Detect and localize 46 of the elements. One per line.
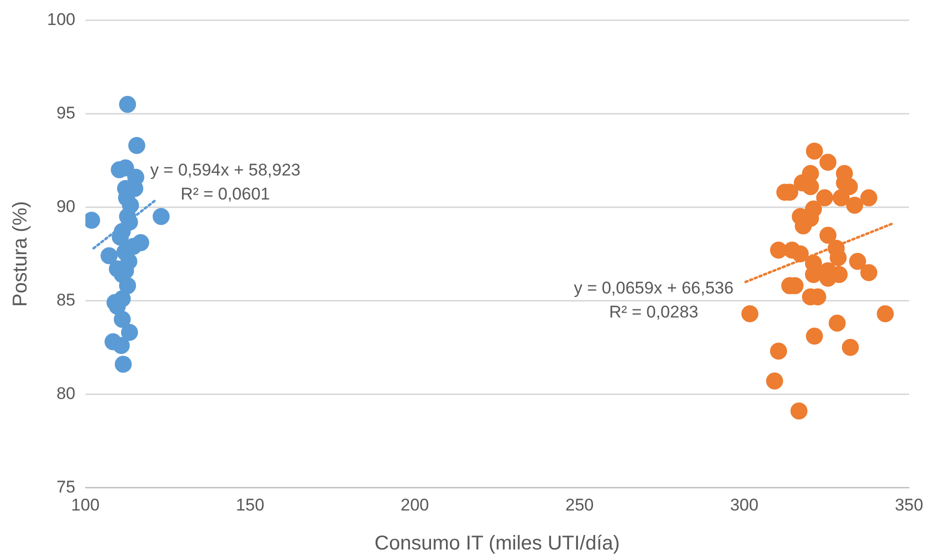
y-tick-label: 75: [56, 477, 76, 496]
point: [849, 252, 866, 270]
annotation: y = 0,594x + 58,923: [150, 160, 300, 180]
y-tick-label: 80: [56, 384, 76, 403]
point: [114, 310, 131, 328]
point: [860, 189, 878, 206]
annotation: y = 0,0659x + 66,536: [574, 278, 734, 298]
x-tick-label: 100: [71, 495, 100, 514]
x-axis-title: Consumo IT (miles UTI/día): [374, 532, 620, 555]
point: [806, 328, 823, 345]
x-tick-label: 300: [730, 495, 758, 514]
point: [128, 136, 146, 154]
annotation: R² = 0,0283: [609, 302, 698, 322]
point: [816, 189, 834, 206]
point: [121, 324, 138, 341]
x-tick-label: 250: [565, 495, 594, 514]
point: [876, 305, 894, 322]
point: [790, 402, 808, 420]
point: [114, 356, 132, 373]
x-tick-label: 200: [400, 495, 430, 514]
point: [152, 208, 170, 226]
point: [819, 154, 836, 171]
point: [112, 337, 130, 354]
point: [119, 96, 136, 113]
point: [819, 226, 836, 244]
point: [741, 305, 758, 322]
point: [766, 372, 784, 390]
point: [792, 245, 809, 262]
x-tick-label: 150: [236, 495, 264, 514]
point: [119, 277, 136, 294]
y-tick-label: 85: [56, 290, 76, 310]
x-tick-label: 350: [894, 495, 924, 514]
y-axis-title: Postura (%): [10, 201, 32, 307]
point: [100, 247, 118, 264]
y-tick-label: 90: [56, 196, 76, 216]
point: [806, 142, 823, 160]
point: [842, 338, 859, 356]
point: [802, 178, 819, 196]
point: [860, 264, 878, 282]
y-tick-label: 95: [56, 103, 76, 122]
point: [828, 314, 846, 332]
point: [770, 342, 788, 360]
point: [832, 189, 850, 206]
point: [846, 196, 864, 214]
y-tick-label: 100: [46, 10, 76, 29]
annotation: R² = 0,0601: [180, 184, 270, 204]
